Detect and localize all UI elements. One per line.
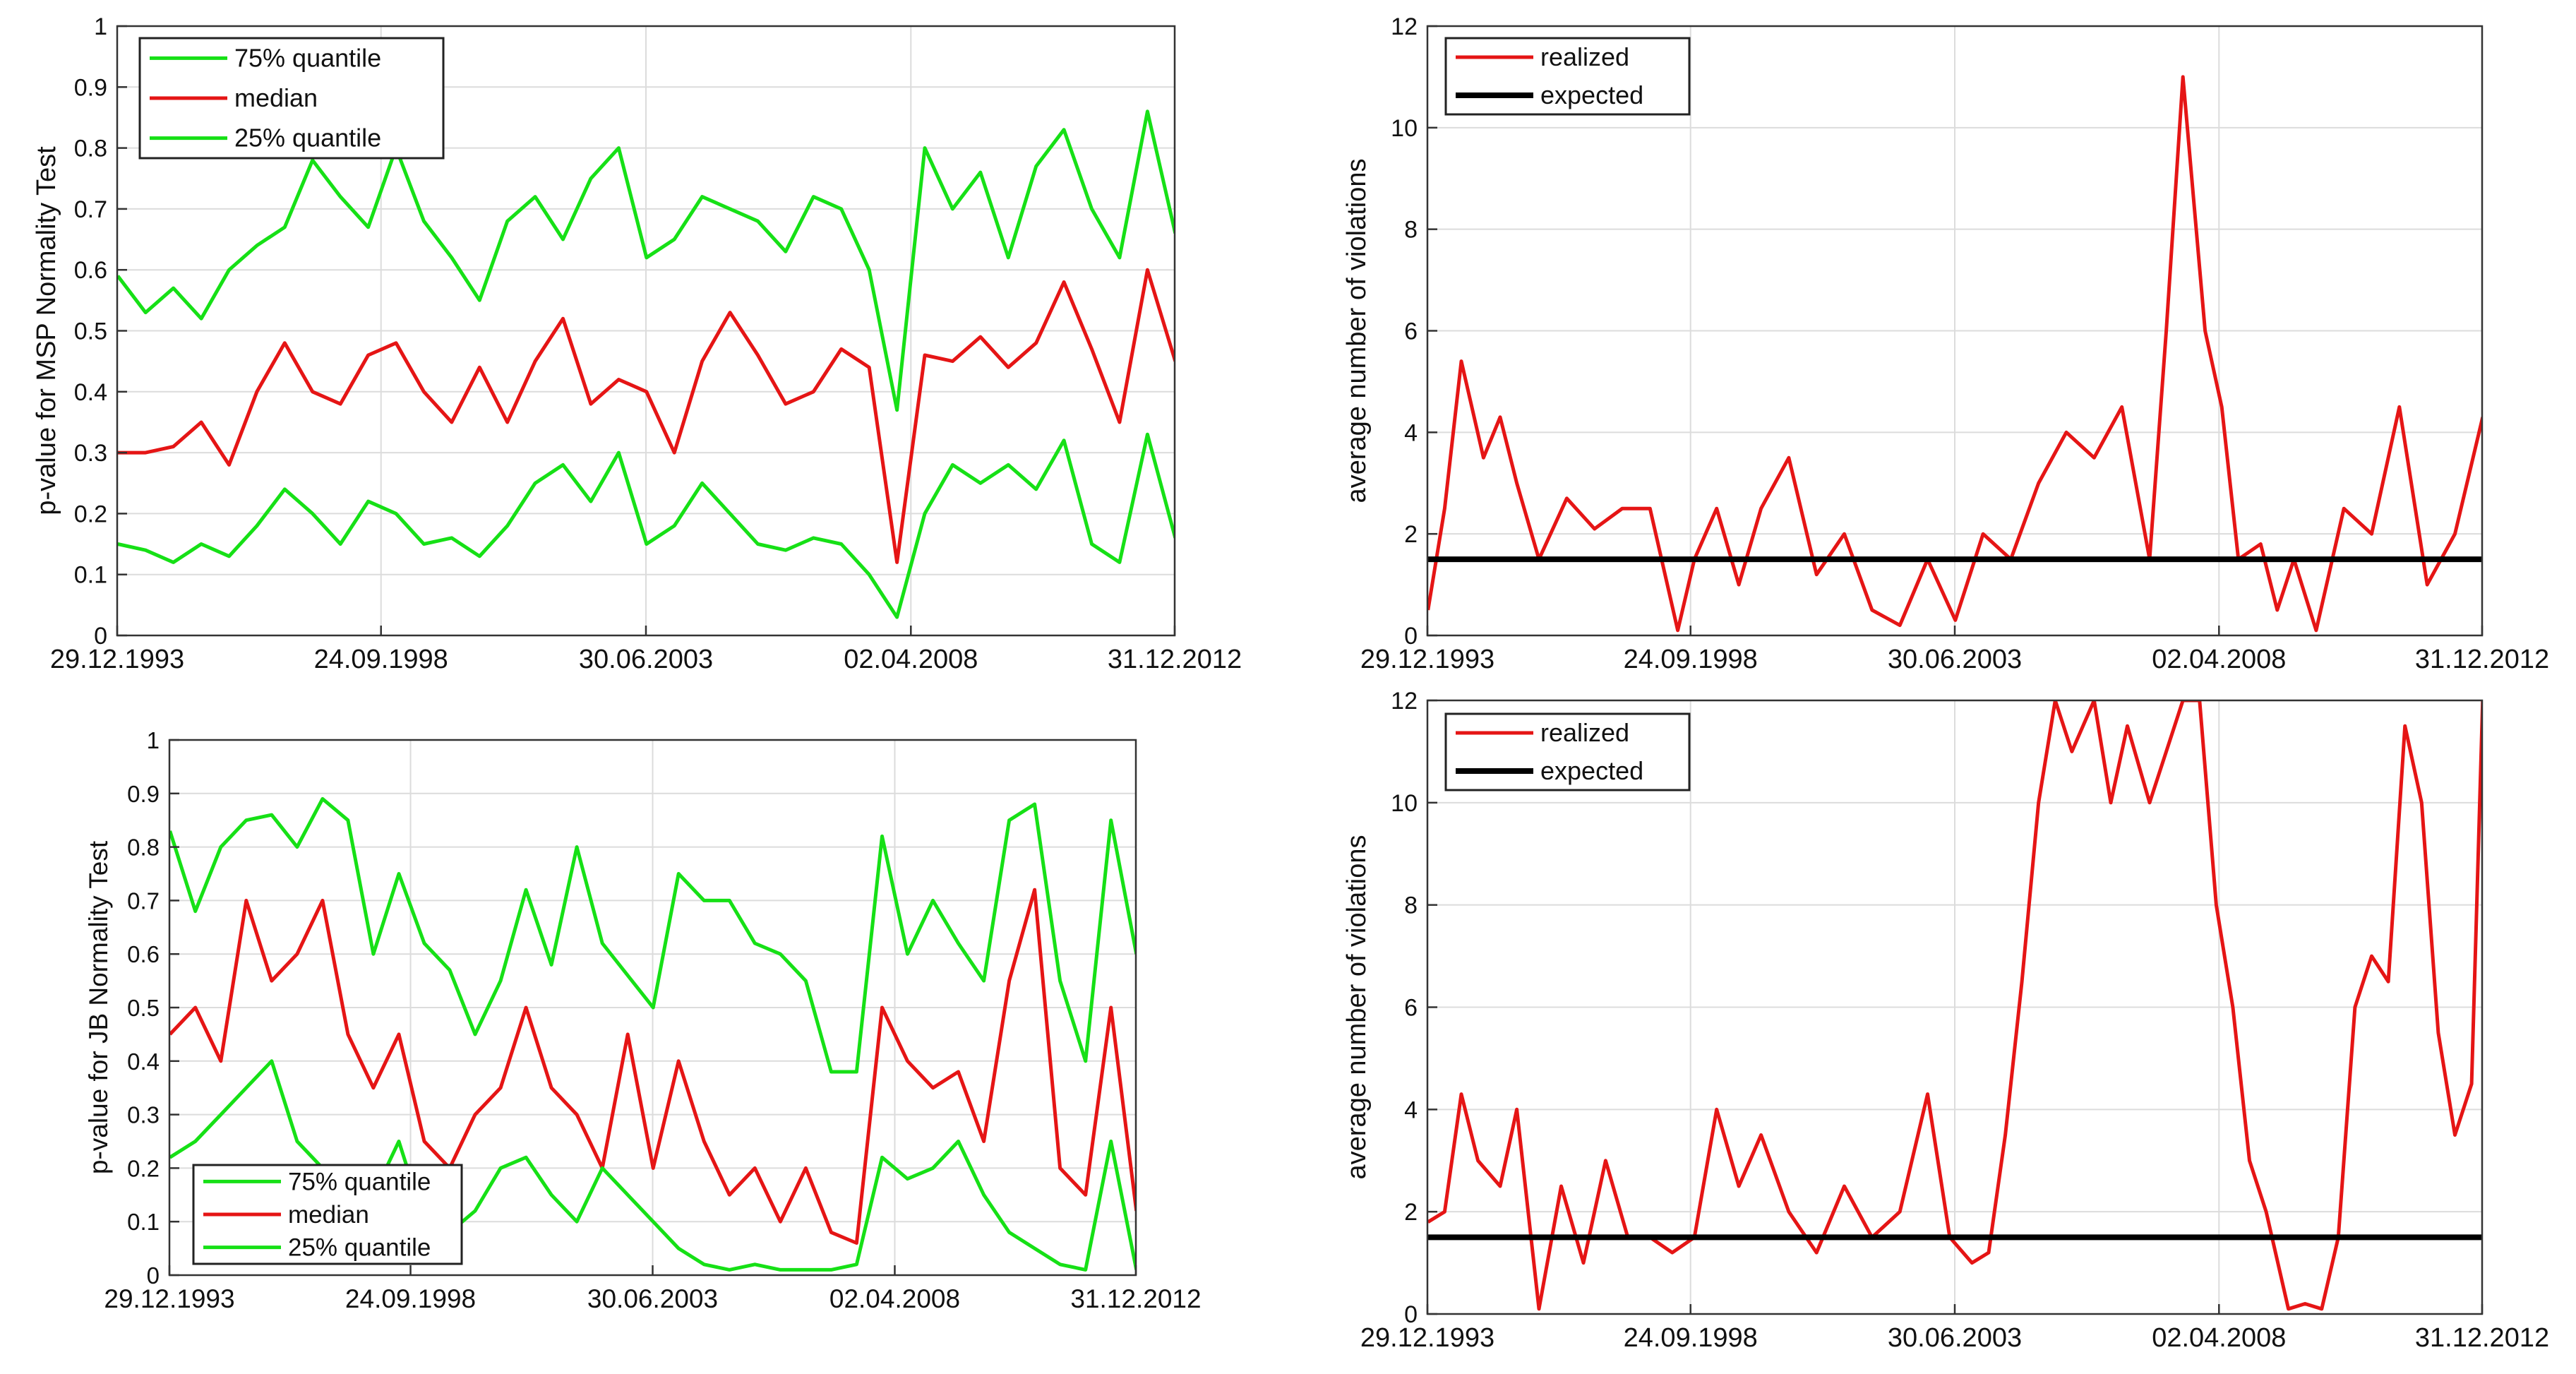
series-line-median [117, 268, 1175, 564]
y-tick-label: 4 [1404, 419, 1418, 446]
series-line-median [169, 888, 1136, 1245]
y-tick-label: 2 [1404, 521, 1418, 548]
x-tick-label: 30.06.2003 [587, 1284, 718, 1313]
x-tick-label: 30.06.2003 [579, 645, 713, 674]
y-tick-label: 12 [1391, 13, 1418, 40]
y-tick-label: 0.8 [127, 835, 160, 861]
y-tick-label: 8 [1404, 217, 1418, 244]
y-tick-label: 0.2 [127, 1155, 160, 1181]
x-tick-label: 24.09.1998 [345, 1284, 476, 1313]
y-tick-label: 0.3 [127, 1102, 160, 1128]
y-tick-label: 0 [147, 1262, 160, 1289]
y-tick-label: 12 [1391, 688, 1418, 715]
x-tick-label: 31.12.2012 [2415, 645, 2549, 674]
legend-label: realized [1540, 718, 1629, 747]
panel-jb-violations: 0 2 4 6 8 10 12 29.12.1993 24.09.1998 30.06.2003 0… [1342, 688, 2549, 1353]
series-line-75-quantile [169, 796, 1136, 1074]
x-tick-label: 31.12.2012 [2415, 1323, 2549, 1353]
y-axis-label: average number of violations [1342, 835, 1372, 1180]
y-tick-label: 0.1 [74, 562, 107, 589]
panel-jb-pvalue: 0 0.1 0.2 0.3 0.4 0.5 0.6 0.7 0.8 0.9 1 29.12.1993 2… [84, 727, 1202, 1313]
legend-label: 75% quantile [234, 43, 381, 72]
series-line-realized [1427, 75, 2482, 633]
y-tick-label: 0.5 [127, 995, 160, 1021]
x-tick-label: 24.09.1998 [1624, 645, 1758, 674]
y-tick-label: 0.9 [127, 781, 160, 807]
y-tick-label: 6 [1404, 318, 1418, 345]
y-tick-label: 0.2 [74, 501, 107, 527]
y-tick-label: 10 [1391, 790, 1418, 817]
x-tick-label: 02.04.2008 [829, 1284, 960, 1313]
legend-label: 25% quantile [234, 124, 381, 153]
x-tick-label: 29.12.1993 [1360, 645, 1494, 674]
x-tick-label: 29.12.1993 [104, 1284, 234, 1313]
legend: 75% quantile median 25% quantile [138, 37, 445, 160]
y-tick-label: 2 [1404, 1199, 1418, 1226]
y-tick-label: 0.1 [127, 1209, 160, 1235]
y-tick-label: 10 [1391, 115, 1418, 142]
x-tick-label: 29.12.1993 [50, 645, 184, 674]
legend-label: realized [1540, 42, 1629, 71]
legend-box [1444, 712, 1691, 791]
y-tick-label: 8 [1404, 892, 1418, 919]
legend: 75% quantile median 25% quantile [192, 1164, 463, 1265]
legend: realized expected [1444, 712, 1691, 791]
x-tick-label: 30.06.2003 [1888, 645, 2022, 674]
legend-label: expected [1540, 80, 1643, 109]
x-tick-label: 02.04.2008 [2152, 645, 2286, 674]
y-tick-label: 0.9 [74, 74, 107, 101]
y-axis-label: p-value for JB Normality Test [84, 840, 113, 1174]
legend-label: 25% quantile [288, 1234, 431, 1262]
panel-msp-pvalue: 0 0.1 0.2 0.3 0.4 0.5 0.6 0.7 0.8 0.9 1 29.12.1993 2… [32, 13, 1242, 674]
legend-label: 75% quantile [288, 1168, 431, 1195]
x-tick-label: 24.09.1998 [314, 645, 448, 674]
legend-label: median [234, 83, 318, 112]
legend-box [1444, 37, 1691, 116]
legend-label: median [288, 1201, 369, 1229]
y-tick-label: 0.4 [74, 379, 107, 406]
y-tick-label: 0.7 [74, 196, 107, 223]
series-line-25-quantile [117, 432, 1175, 619]
y-tick-label: 0 [94, 623, 107, 650]
y-axis-label: p-value for MSP Normality Test [32, 146, 61, 515]
x-tick-label: 31.12.2012 [1108, 645, 1242, 674]
x-tick-label: 02.04.2008 [844, 645, 978, 674]
y-tick-label: 0.6 [74, 257, 107, 284]
x-tick-label: 29.12.1993 [1360, 1323, 1494, 1353]
y-tick-label: 0.6 [127, 941, 160, 967]
y-tick-label: 0.5 [74, 318, 107, 345]
x-tick-label: 24.09.1998 [1624, 1323, 1758, 1353]
y-tick-label: 1 [147, 727, 160, 753]
y-axis-label: average number of violations [1342, 159, 1372, 503]
y-tick-label: 0.3 [74, 440, 107, 467]
y-tick-label: 0.7 [127, 888, 160, 914]
y-tick-label: 0.8 [74, 136, 107, 162]
y-tick-label: 4 [1404, 1097, 1418, 1123]
x-tick-label: 02.04.2008 [2152, 1323, 2286, 1353]
x-tick-label: 30.06.2003 [1888, 1323, 2022, 1353]
y-tick-label: 1 [94, 13, 107, 40]
series-line-75-quantile [117, 109, 1175, 412]
y-tick-label: 0 [1404, 1301, 1418, 1328]
x-tick-label: 31.12.2012 [1070, 1284, 1201, 1313]
panel-msp-violations: 0 2 4 6 8 10 12 29.12.1993 24.09.1998 30.06.2003 0… [1342, 13, 2549, 674]
legend-label: expected [1540, 756, 1643, 785]
y-tick-label: 0 [1404, 623, 1418, 650]
y-tick-label: 0.4 [127, 1049, 160, 1075]
y-tick-label: 6 [1404, 995, 1418, 1022]
legend: realized expected [1444, 37, 1691, 116]
